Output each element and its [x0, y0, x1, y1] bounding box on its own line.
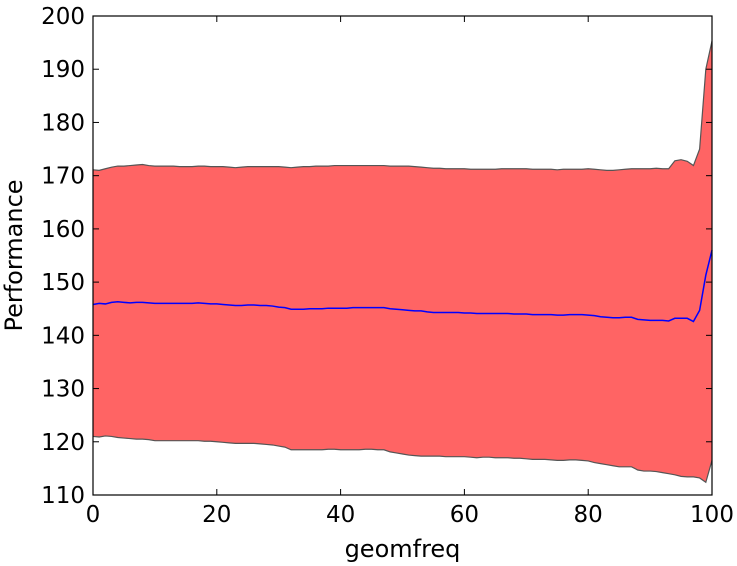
y-axis-title: Performance	[0, 179, 28, 331]
x-tick-label: 0	[86, 502, 101, 528]
band-lower-edge	[92, 435, 713, 484]
y-tick-label: 120	[41, 430, 85, 456]
y-tick-label: 170	[41, 164, 85, 190]
x-tick-label: 40	[326, 502, 355, 528]
plot-area	[92, 40, 713, 484]
mean-line	[92, 249, 713, 323]
y-tick-label: 200	[41, 4, 85, 30]
y-tick-label: 150	[41, 270, 85, 296]
y-tick-label: 160	[41, 217, 85, 243]
y-tick-label: 190	[41, 57, 85, 83]
x-tick-label: 20	[202, 502, 231, 528]
x-axis-title: geomfreq	[345, 535, 461, 563]
band-upper-edge	[92, 40, 713, 171]
x-axis-ticks: 0 20 40 60 80 100	[86, 16, 734, 528]
std-band	[93, 41, 712, 483]
y-axis-ticks: 110 120 130 140 150 160 170 180 190 200	[41, 4, 712, 509]
x-tick-label: 60	[450, 502, 479, 528]
y-tick-label: 110	[41, 483, 85, 509]
y-tick-label: 130	[41, 377, 85, 403]
x-tick-label: 100	[690, 502, 734, 528]
y-tick-label: 140	[41, 323, 85, 349]
y-tick-label: 180	[41, 110, 85, 136]
x-tick-label: 80	[574, 502, 603, 528]
axes-frame	[92, 15, 713, 496]
